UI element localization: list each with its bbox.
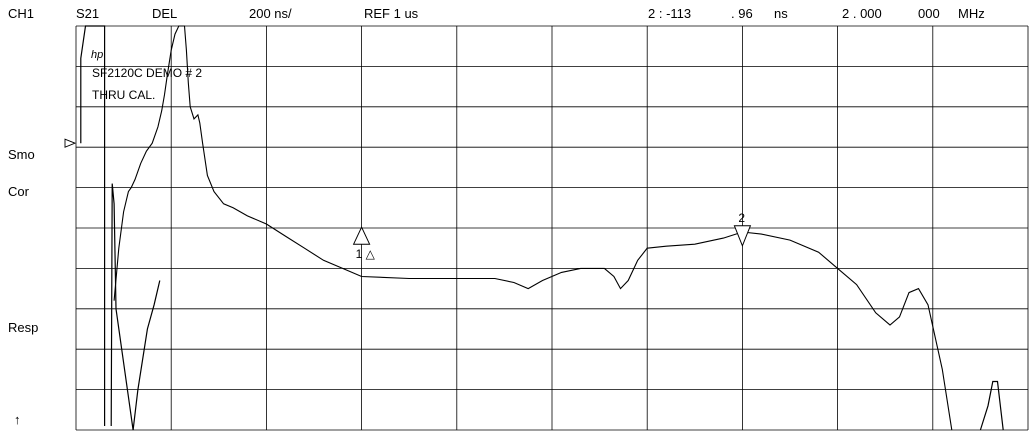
markers — [352, 225, 752, 248]
graticule — [75, 25, 1029, 431]
smoothing-label: Smo — [8, 147, 35, 162]
marker-readout: 2 : -113 — [648, 6, 692, 21]
correction-label: Cor — [8, 184, 29, 199]
response-label: Resp — [8, 320, 39, 335]
channel-label: CH1 — [8, 6, 35, 21]
trace-segment — [110, 183, 134, 431]
hp-logo: hp — [91, 49, 104, 61]
reference-level-triangle — [64, 138, 77, 148]
marker-1-label: 1 △ — [355, 247, 375, 262]
annotation-line-1: SF2120C DEMO # 2 — [92, 66, 203, 80]
trace-artifacts — [80, 25, 1004, 431]
reference-marker — [64, 138, 77, 148]
reference-label: REF 1 us — [364, 6, 419, 21]
parameter-label: S21 — [76, 6, 100, 21]
trace-segment — [979, 380, 1004, 431]
trace-segment — [132, 280, 161, 431]
marker-2-triangle — [733, 225, 752, 248]
frequency-readout-fraction: 000 — [918, 6, 940, 21]
marker-readout-fraction: . 96 — [731, 6, 753, 21]
frequency-readout: 2 . 000 — [842, 6, 882, 21]
marker-1-triangle — [352, 226, 371, 245]
trace-segment — [80, 25, 106, 426]
delay-trace — [113, 25, 953, 431]
marker-2-label: 2 — [738, 210, 746, 225]
scale-label: 200 ns/ — [249, 6, 292, 21]
arrow-label: ↑ — [14, 412, 21, 427]
annotation-line-2: THRU CAL. — [92, 88, 156, 102]
format-label: DEL — [152, 6, 178, 21]
frequency-unit: MHz — [958, 6, 985, 21]
marker-unit: ns — [774, 6, 788, 21]
